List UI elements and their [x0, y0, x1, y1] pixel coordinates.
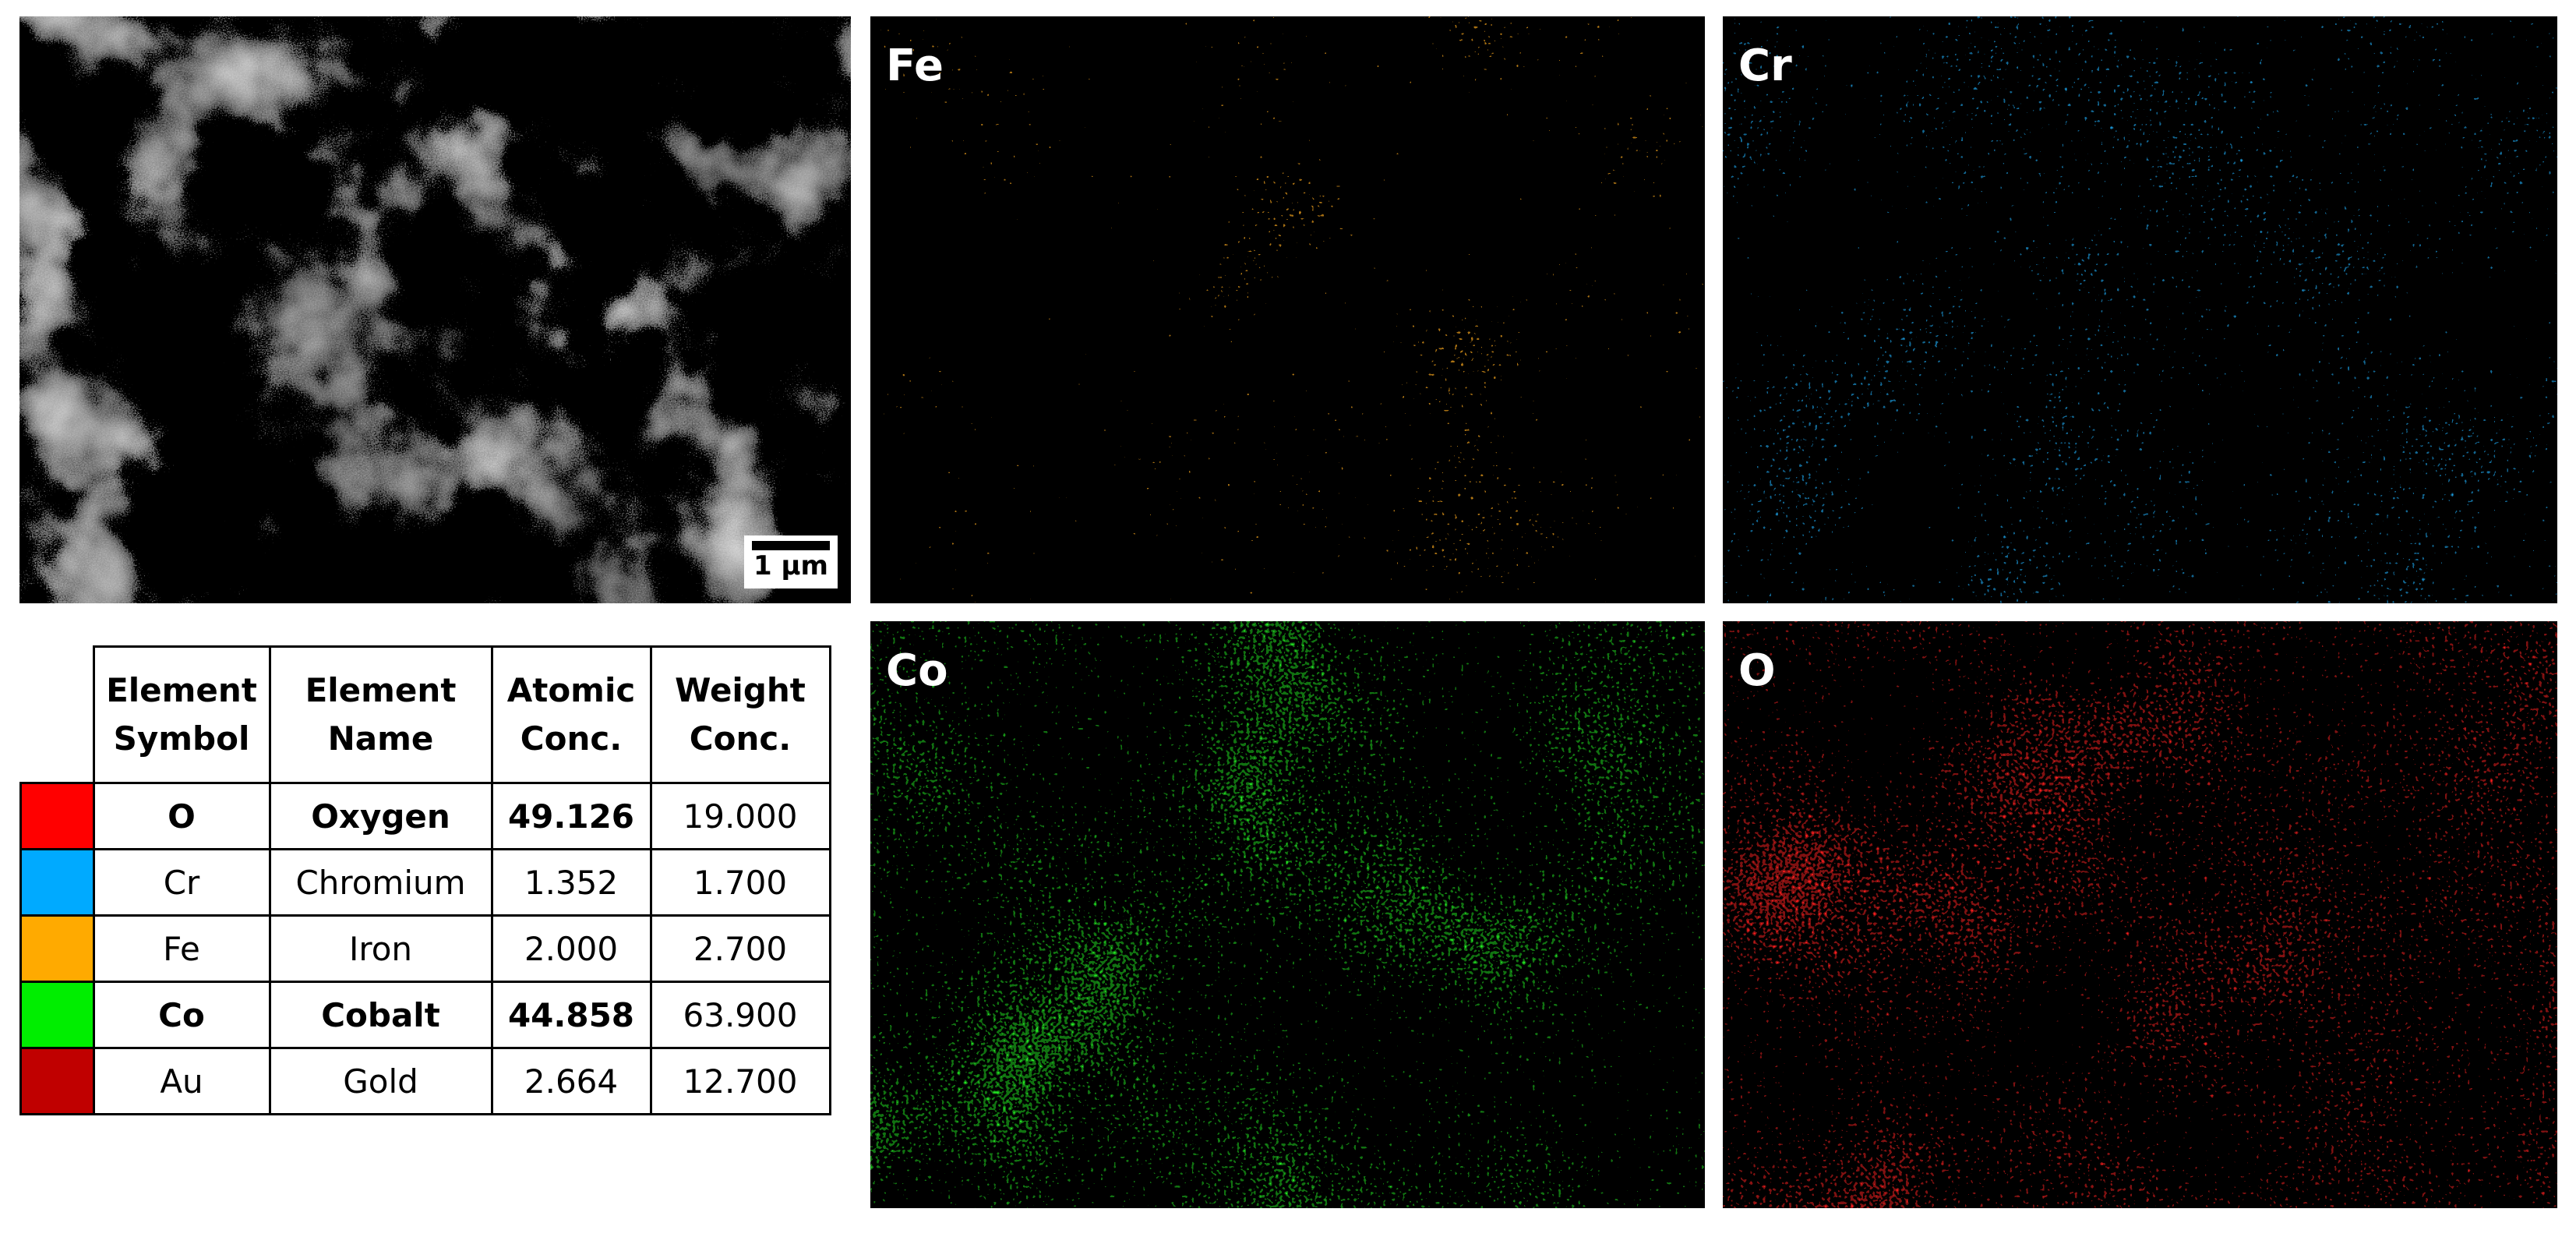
table-cell: O [92, 782, 271, 850]
table-row: Au Gold 2.664 12.700 [19, 1047, 831, 1115]
table-cell: Fe [92, 914, 271, 983]
element-map [1723, 621, 2557, 1208]
map-label: Co [886, 645, 948, 696]
column-header: Element Name [268, 645, 493, 784]
table-cell: Au [92, 1047, 271, 1115]
column-header: Atomic Conc. [490, 645, 652, 784]
table-row: Cr Chromium 1.352 1.700 [19, 848, 831, 917]
column-header: Weight Conc. [649, 645, 831, 784]
scale-bar-label: 1 µm [753, 550, 828, 581]
map-label: Fe [886, 41, 944, 91]
table-cell: Cr [92, 848, 271, 917]
table-row: O Oxygen 49.126 19.000 [19, 782, 831, 850]
table-cell: 63.900 [649, 981, 831, 1049]
table-cell: 1.700 [649, 848, 831, 917]
map-label: O [1738, 645, 1776, 696]
sem-image [19, 16, 851, 603]
color-swatch [19, 981, 95, 1049]
table-cell: Chromium [268, 848, 493, 917]
table-cell: Cobalt [268, 981, 493, 1049]
map-label: Cr [1738, 41, 1792, 91]
element-map [870, 621, 1705, 1208]
table-row: Co Cobalt 44.858 63.900 [19, 981, 831, 1049]
scale-bar [752, 541, 830, 550]
table-cell: Iron [268, 914, 493, 983]
table-cell: Co [92, 981, 271, 1049]
table-cell: Oxygen [268, 782, 493, 850]
table-cell: 19.000 [649, 782, 831, 850]
table-cell: 2.000 [490, 914, 652, 983]
color-swatch [19, 782, 95, 850]
blank-cell [21, 647, 94, 783]
composition-table: Element Symbol Element Name Atomic Conc. We… [19, 645, 831, 1115]
element-map [1723, 16, 2557, 603]
table-cell: 2.664 [490, 1047, 652, 1115]
element-map [870, 16, 1705, 603]
table-cell: 2.700 [649, 914, 831, 983]
color-swatch [19, 914, 95, 983]
table-cell: 12.700 [649, 1047, 831, 1115]
table-cell: 44.858 [490, 981, 652, 1049]
column-header: Element Symbol [92, 645, 271, 784]
table-cell: 1.352 [490, 848, 652, 917]
color-swatch [19, 848, 95, 917]
table-cell: 49.126 [490, 782, 652, 850]
color-swatch [19, 1047, 95, 1115]
table-cell: Gold [268, 1047, 493, 1115]
header-row: Element Symbol Element Name Atomic Conc. We… [21, 645, 831, 784]
table-row: Fe Iron 2.000 2.700 [19, 914, 831, 983]
